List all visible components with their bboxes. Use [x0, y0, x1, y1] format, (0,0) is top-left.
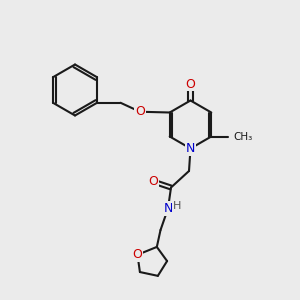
Text: O: O [135, 105, 145, 118]
Text: H: H [173, 201, 181, 211]
Text: N: N [163, 202, 173, 215]
Text: O: O [186, 77, 195, 91]
Text: O: O [133, 248, 142, 261]
Text: CH₃: CH₃ [233, 131, 252, 142]
Text: N: N [186, 142, 195, 155]
Text: O: O [148, 175, 158, 188]
